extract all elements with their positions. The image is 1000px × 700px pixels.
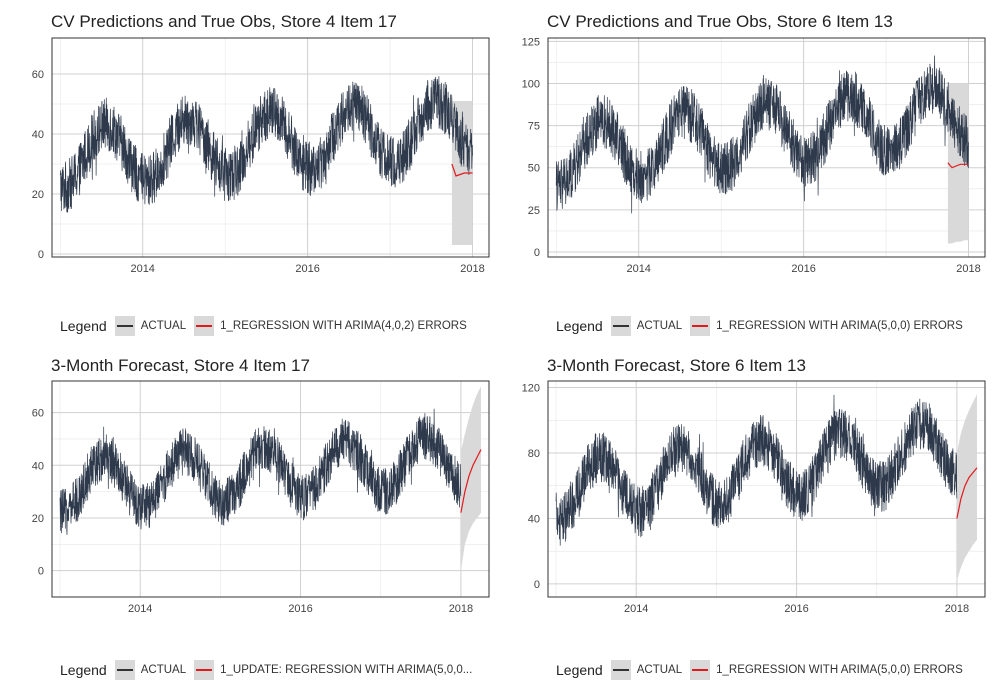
plot-area — [547, 380, 986, 598]
legend-item-actual: ACTUAL — [114, 660, 187, 680]
legend-item-actual: ACTUAL — [610, 660, 683, 680]
y-tick-label: 60 — [32, 69, 44, 81]
legend-label-actual: ACTUAL — [140, 664, 187, 676]
chart-svg: 2014 2016 2018 0 20 40 60 — [32, 37, 490, 275]
y-tick-label: 40 — [32, 460, 44, 472]
y-tick-label: 50 — [528, 163, 540, 175]
forecast-series-line — [956, 467, 978, 519]
legend-key-actual — [114, 316, 135, 336]
chart-title: CV Predictions and True Obs, Store 4 Ite… — [51, 12, 397, 31]
x-tick-label: 2014 — [626, 263, 650, 275]
chart-svg: 2014 2016 2018 0 40 80 120 — [522, 380, 986, 615]
forecast-series-line — [460, 449, 482, 513]
x-tick-label: 2016 — [288, 603, 312, 615]
legend-title: Legend — [60, 662, 107, 678]
legend: Legend ACTUAL 1_REGRESSION WITH ARIMA(5,… — [556, 660, 971, 680]
chart-svg: 2014 2016 2018 0 20 40 60 — [32, 380, 490, 615]
y-tick-label: 0 — [534, 579, 540, 591]
y-tick-label: 25 — [528, 205, 540, 217]
y-tick-label: 0 — [38, 249, 44, 261]
x-tick-label: 2018 — [449, 603, 473, 615]
plot-border — [547, 37, 986, 258]
plot-border — [547, 380, 986, 598]
x-tick-label: 2016 — [791, 263, 815, 275]
x-tick-label: 2014 — [128, 603, 152, 615]
chart-title: 3-Month Forecast, Store 6 Item 13 — [547, 356, 806, 375]
plot-background — [52, 381, 489, 597]
y-tick-label: 75 — [528, 121, 540, 133]
y-tick-label: 40 — [32, 129, 44, 141]
legend-item-actual: ACTUAL — [610, 316, 683, 336]
y-tick-label: 40 — [528, 513, 540, 525]
legend-title: Legend — [556, 318, 603, 334]
legend-key-model — [194, 660, 215, 680]
legend-item-model: 1_UPDATE: REGRESSION WITH ARIMA(5,0,0... — [194, 660, 472, 680]
actual-series-line — [59, 76, 473, 213]
plot-area — [51, 37, 490, 258]
legend-item-actual: ACTUAL — [114, 316, 187, 336]
legend-label-model: 1_REGRESSION WITH ARIMA(4,0,2) ERRORS — [220, 320, 467, 332]
forecast-series-line — [451, 163, 473, 177]
forecast-series-line — [947, 162, 969, 169]
legend-title: Legend — [556, 662, 603, 678]
y-tick-label: 100 — [522, 78, 540, 90]
panel-cv-store6: 2014 2016 2018 0 25 50 75 100 125 CV Predictions… — [496, 0, 996, 350]
actual-series-line — [555, 394, 958, 546]
legend-key-actual — [610, 660, 631, 680]
y-tick-label: 0 — [534, 247, 540, 259]
plot-area — [51, 380, 490, 598]
plot-background — [548, 38, 985, 257]
y-tick-label: 20 — [32, 513, 44, 525]
chart-title: 3-Month Forecast, Store 4 Item 17 — [51, 356, 310, 375]
legend: Legend ACTUAL 1_REGRESSION WITH ARIMA(5,… — [556, 316, 971, 336]
legend-key-model — [690, 660, 711, 680]
legend-item-model: 1_REGRESSION WITH ARIMA(4,0,2) ERRORS — [194, 316, 467, 336]
x-tick-label: 2014 — [624, 603, 648, 615]
panel-cv-store4: 2014 2016 2018 0 20 40 60 CV Predictions and T… — [0, 0, 500, 350]
legend: Legend ACTUAL 1_REGRESSION WITH ARIMA(4,… — [60, 316, 475, 336]
x-tick-label: 2014 — [130, 263, 154, 275]
legend-item-model: 1_REGRESSION WITH ARIMA(5,0,0) ERRORS — [690, 660, 963, 680]
x-tick-label: 2018 — [945, 603, 969, 615]
legend: Legend ACTUAL 1_UPDATE: REGRESSION WITH … — [60, 660, 480, 680]
plot-border — [51, 380, 490, 598]
legend-label-actual: ACTUAL — [140, 320, 187, 332]
plot-area — [547, 37, 986, 258]
y-tick-label: 125 — [522, 36, 540, 48]
x-tick-label: 2016 — [784, 603, 808, 615]
y-tick-label: 20 — [32, 189, 44, 201]
plot-border — [51, 37, 490, 258]
legend-key-actual — [610, 316, 631, 336]
chart-svg: 2014 2016 2018 0 25 50 75 100 125 — [522, 36, 986, 275]
x-tick-label: 2018 — [460, 263, 484, 275]
actual-series-line — [555, 55, 969, 214]
y-tick-label: 120 — [522, 383, 540, 395]
panel-forecast-store4: 2014 2016 2018 0 20 40 60 3-Month Forecast, St… — [0, 344, 500, 694]
legend-key-model — [194, 316, 215, 336]
legend-title: Legend — [60, 318, 107, 334]
y-tick-label: 60 — [32, 408, 44, 420]
chart-title: CV Predictions and True Obs, Store 6 Ite… — [547, 12, 893, 31]
y-tick-label: 80 — [528, 448, 540, 460]
legend-key-actual — [114, 660, 135, 680]
legend-label-actual: ACTUAL — [636, 320, 683, 332]
legend-label-model: 1_REGRESSION WITH ARIMA(5,0,0) ERRORS — [716, 664, 963, 676]
actual-series-line — [59, 408, 462, 535]
legend-label-model: 1_UPDATE: REGRESSION WITH ARIMA(5,0,0... — [220, 664, 473, 676]
legend-label-model: 1_REGRESSION WITH ARIMA(5,0,0) ERRORS — [716, 320, 963, 332]
panel-forecast-store6: 2014 2016 2018 0 40 80 120 3-Month Forecast, S… — [496, 344, 996, 694]
x-tick-label: 2018 — [956, 263, 980, 275]
legend-label-actual: ACTUAL — [636, 664, 683, 676]
prediction-interval-band — [956, 394, 977, 581]
prediction-interval-band — [460, 386, 481, 571]
y-tick-label: 0 — [38, 566, 44, 578]
legend-item-model: 1_REGRESSION WITH ARIMA(5,0,0) ERRORS — [690, 316, 963, 336]
legend-key-model — [690, 316, 711, 336]
x-tick-label: 2016 — [295, 263, 319, 275]
